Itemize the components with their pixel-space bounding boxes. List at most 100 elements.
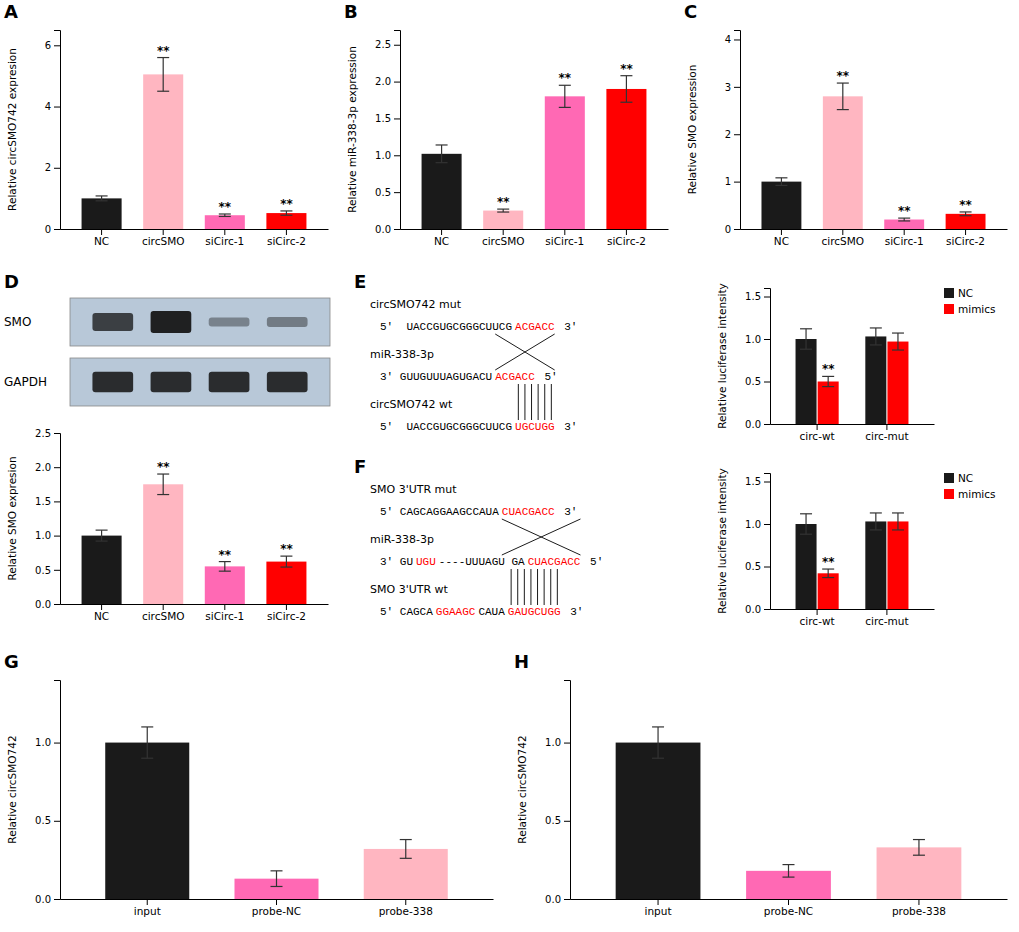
y-tick-label: 0.0 bbox=[745, 604, 761, 615]
plot-area bbox=[82, 58, 307, 229]
x-tick-label: probe-338 bbox=[892, 905, 946, 917]
pairing-line bbox=[537, 569, 538, 605]
x-tick-mark bbox=[163, 229, 164, 235]
y-tick-label: 2.0 bbox=[35, 462, 51, 473]
cross-line bbox=[495, 334, 554, 370]
y-tick-mark bbox=[54, 570, 60, 571]
error-bar bbox=[783, 865, 795, 878]
y-tick-mark bbox=[54, 899, 60, 900]
y-tick-mark bbox=[54, 501, 60, 502]
x-tick-label: siCirc-1 bbox=[885, 235, 924, 247]
legend-label: NC bbox=[958, 287, 973, 299]
y-axis-line bbox=[54, 434, 61, 605]
x-tick-mark bbox=[817, 424, 818, 430]
plot-area bbox=[796, 513, 909, 609]
y-axis-line bbox=[764, 289, 771, 425]
error-bar-stem bbox=[147, 727, 148, 758]
error-bar-cap bbox=[280, 566, 292, 567]
error-bar-cap bbox=[620, 102, 632, 103]
chart: 0246NCcircSMOsiCirc-1siCirc-2******Relat… bbox=[6, 31, 329, 248]
error-bar-stem bbox=[828, 376, 829, 386]
y-tick-mark bbox=[764, 339, 770, 340]
chart: 01234NCcircSMOsiCirc-1siCirc-2******Rela… bbox=[686, 31, 1008, 248]
error-bar-cap bbox=[271, 886, 283, 887]
sequence-segment: UGU bbox=[416, 556, 436, 568]
y-axis-line bbox=[394, 31, 401, 230]
plot-area bbox=[761, 83, 985, 229]
y-axis: 0.00.51.01.5 bbox=[745, 474, 770, 615]
error-bar-stem bbox=[286, 556, 287, 567]
y-tick: 4 bbox=[45, 101, 60, 112]
blot-row-label: GAPDH bbox=[4, 375, 47, 389]
error-bar bbox=[898, 218, 910, 221]
x-tick-mark bbox=[286, 604, 287, 610]
error-bar-cap bbox=[822, 577, 834, 578]
bar bbox=[616, 743, 701, 899]
y-tick: 0.0 bbox=[35, 599, 60, 610]
y-tick-mark bbox=[394, 192, 400, 193]
error-bar-cap bbox=[157, 494, 169, 495]
sequence-segment: UGCUGG bbox=[515, 421, 555, 433]
error-bar-cap bbox=[800, 534, 812, 535]
error-bar-stem bbox=[626, 76, 627, 103]
x-tick: circSMO bbox=[822, 229, 865, 247]
x-axis: circ-wtcirc-mut bbox=[771, 424, 935, 442]
significance-label: ** bbox=[219, 200, 232, 214]
error-bar-cap bbox=[400, 839, 412, 840]
legend: NCmimics bbox=[944, 287, 996, 315]
significance-label: ** bbox=[157, 44, 170, 58]
error-bar bbox=[913, 840, 925, 856]
y-tick-mark bbox=[54, 536, 60, 537]
panel: 01234NCcircSMOsiCirc-1siCirc-2******Rela… bbox=[684, 1, 1008, 247]
sequence-segment: 5' UACCGUGCGGGCUUCG bbox=[380, 421, 512, 433]
sequence-segment: 3' bbox=[558, 506, 578, 518]
y-tick-label: 0.5 bbox=[545, 815, 561, 826]
error-bar-cap bbox=[436, 144, 448, 145]
y-tick-mark bbox=[764, 382, 770, 383]
y-tick: 2 bbox=[45, 162, 60, 173]
x-tick-label: siCirc-2 bbox=[267, 610, 306, 622]
x-tick-mark bbox=[658, 899, 659, 905]
error-bar-stem bbox=[286, 211, 287, 215]
error-bar-cap bbox=[280, 215, 292, 216]
y-tick-label: 1.5 bbox=[35, 496, 51, 507]
x-tick: circSMO bbox=[142, 604, 185, 622]
error-bar-cap bbox=[652, 758, 664, 759]
error-bar bbox=[822, 569, 834, 578]
x-axis-line bbox=[771, 609, 935, 610]
y-tick-mark bbox=[394, 82, 400, 83]
blot-band bbox=[267, 372, 308, 392]
sequence-segment: 3' GU bbox=[380, 556, 413, 568]
y-tick-label: 6 bbox=[45, 40, 51, 51]
x-tick-label: circSMO bbox=[822, 235, 865, 247]
y-tick-label: 0 bbox=[725, 224, 731, 235]
x-tick-mark bbox=[276, 899, 277, 905]
y-tick: 1 bbox=[725, 176, 740, 187]
bar bbox=[796, 339, 817, 424]
bar bbox=[266, 213, 306, 229]
panel-label: A bbox=[4, 1, 18, 22]
error-bar-cap bbox=[783, 876, 795, 877]
y-tick-label: 1.0 bbox=[745, 519, 761, 530]
error-bar-stem bbox=[276, 871, 277, 887]
y-tick: 2 bbox=[725, 129, 740, 140]
sequence-segment: CUACGACC bbox=[502, 506, 555, 518]
error-bar bbox=[280, 556, 292, 567]
x-tick: siCirc-2 bbox=[946, 229, 985, 247]
error-bar-cap bbox=[892, 529, 904, 530]
error-bar-stem bbox=[875, 513, 876, 530]
y-tick: 0.0 bbox=[375, 224, 400, 235]
y-tick-label: 0.0 bbox=[545, 894, 561, 905]
x-axis-line bbox=[741, 229, 1008, 230]
y-axis: 0246 bbox=[45, 31, 61, 235]
error-bar-stem bbox=[101, 196, 102, 201]
error-bar-cap bbox=[960, 215, 972, 216]
bar bbox=[818, 573, 839, 609]
y-tick: 2.0 bbox=[375, 76, 400, 87]
x-tick: probe-NC bbox=[764, 899, 813, 917]
y-tick-mark bbox=[764, 524, 770, 525]
bar bbox=[205, 215, 245, 229]
bar bbox=[545, 96, 585, 229]
plot-area bbox=[82, 474, 307, 604]
error-bar bbox=[837, 83, 849, 110]
